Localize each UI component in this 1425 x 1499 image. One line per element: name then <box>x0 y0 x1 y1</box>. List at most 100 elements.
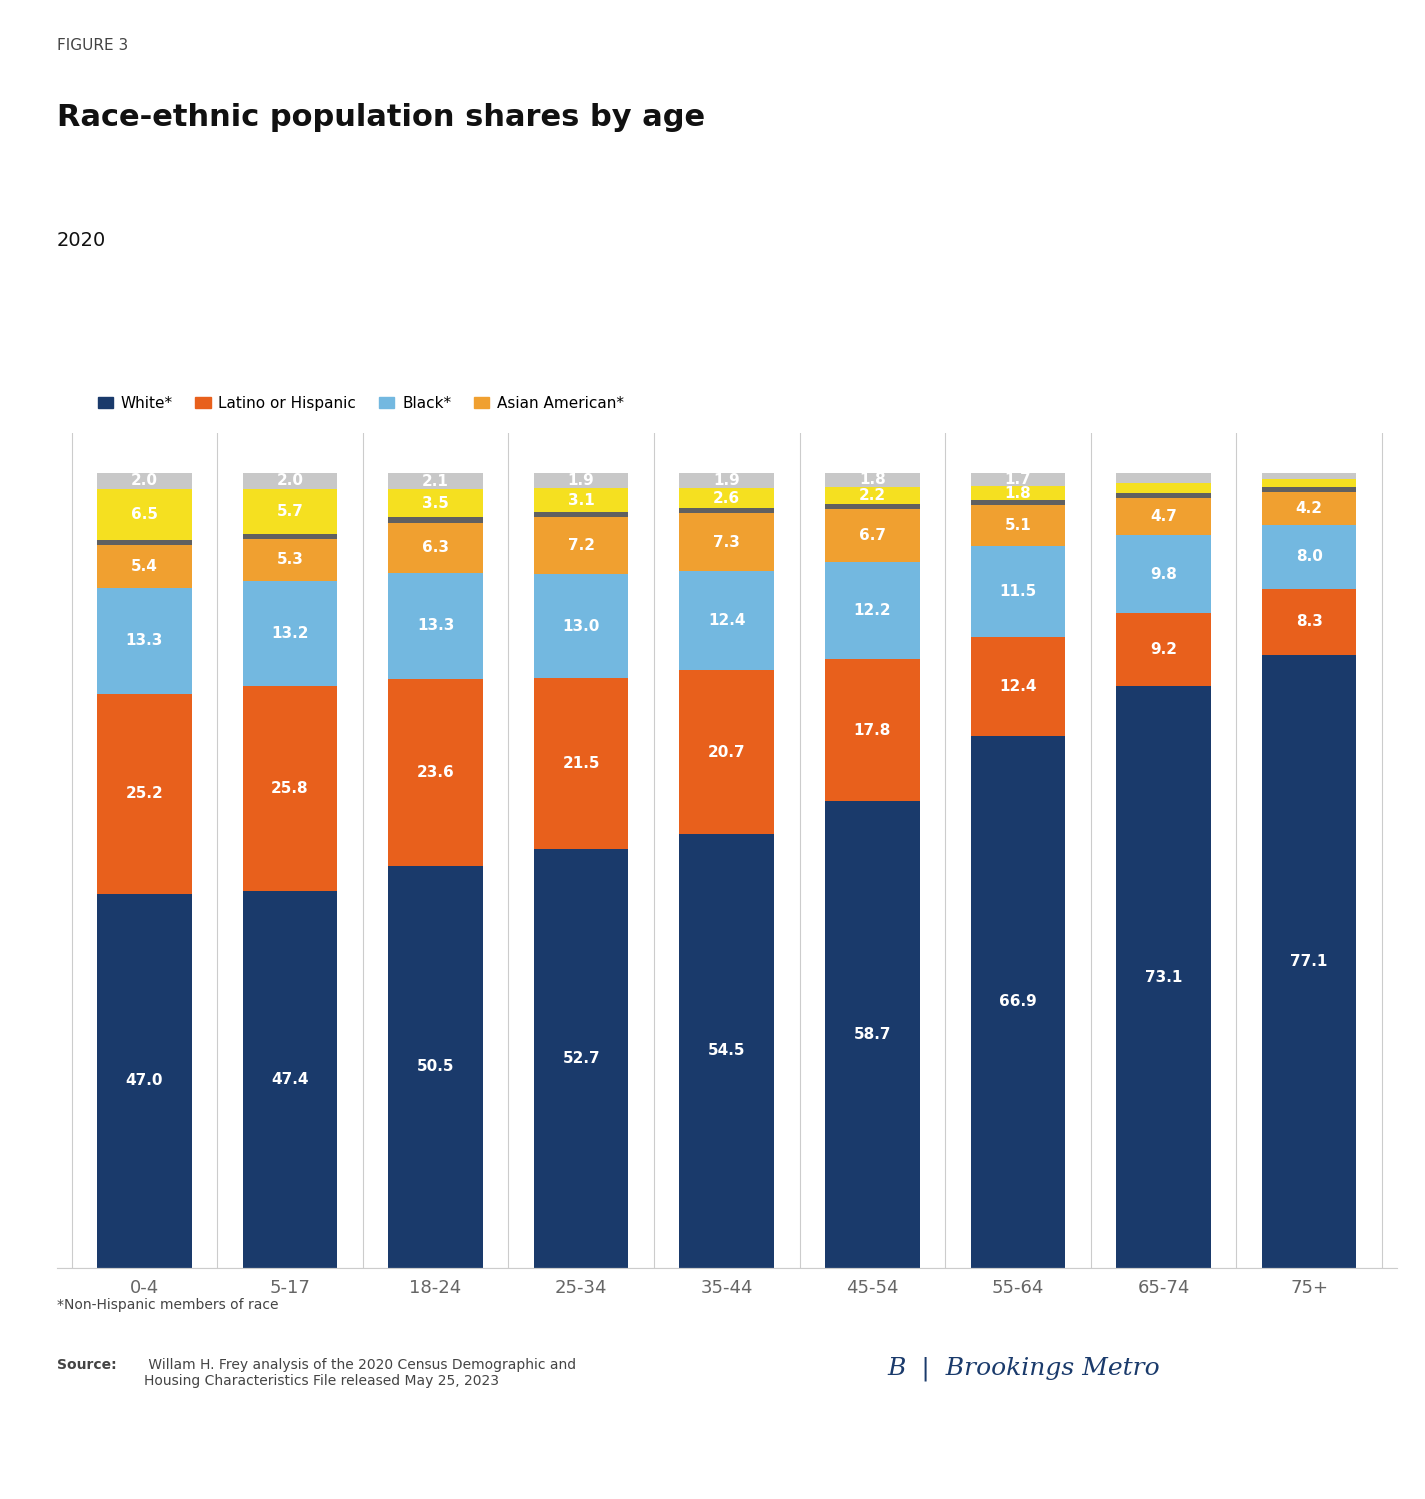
Bar <box>388 679 483 866</box>
Bar <box>970 546 1066 637</box>
Text: 13.3: 13.3 <box>418 618 455 633</box>
Bar <box>97 694 192 893</box>
Bar <box>825 562 919 660</box>
Text: 23.6: 23.6 <box>416 764 455 779</box>
Bar <box>1261 492 1357 525</box>
Text: 2.0: 2.0 <box>131 474 158 489</box>
Bar <box>1261 472 1357 480</box>
Bar <box>970 501 1066 505</box>
Bar <box>97 546 192 588</box>
Text: 13.3: 13.3 <box>125 633 162 648</box>
Text: 4.2: 4.2 <box>1295 501 1322 516</box>
Text: 13.0: 13.0 <box>563 619 600 634</box>
Bar <box>242 685 338 890</box>
Bar <box>1261 487 1357 492</box>
Bar <box>970 637 1066 736</box>
Bar <box>1116 498 1211 535</box>
Bar <box>534 517 628 574</box>
Bar <box>534 472 628 487</box>
Text: 6.7: 6.7 <box>859 528 886 543</box>
Bar <box>1116 493 1211 498</box>
Text: 2.1: 2.1 <box>422 474 449 489</box>
Text: 12.2: 12.2 <box>854 604 891 619</box>
Bar <box>242 472 338 489</box>
Text: 4.7: 4.7 <box>1150 510 1177 525</box>
Bar <box>1261 589 1357 655</box>
Bar <box>680 508 774 513</box>
Text: 52.7: 52.7 <box>563 1051 600 1066</box>
Text: 47.4: 47.4 <box>271 1072 309 1087</box>
Bar <box>534 848 628 1268</box>
Text: 2020: 2020 <box>57 231 107 250</box>
Bar <box>97 540 192 546</box>
Bar <box>388 866 483 1268</box>
Text: 8.0: 8.0 <box>1295 550 1322 565</box>
Bar <box>534 513 628 517</box>
Text: Source:: Source: <box>57 1358 117 1372</box>
Text: 9.2: 9.2 <box>1150 643 1177 658</box>
Bar <box>825 510 919 562</box>
Text: 20.7: 20.7 <box>708 745 745 760</box>
Bar <box>680 487 774 508</box>
Bar <box>1261 480 1357 487</box>
Bar <box>825 472 919 487</box>
Text: 1.9: 1.9 <box>714 472 740 487</box>
Text: 1.8: 1.8 <box>1005 486 1032 501</box>
Text: 3.5: 3.5 <box>422 496 449 511</box>
Bar <box>534 678 628 848</box>
Text: 2.0: 2.0 <box>276 474 304 489</box>
Text: FIGURE 3: FIGURE 3 <box>57 37 128 52</box>
Bar <box>1116 472 1211 483</box>
Bar <box>1261 655 1357 1268</box>
Bar <box>242 534 338 538</box>
Text: B  |  Brookings Metro: B | Brookings Metro <box>888 1357 1160 1381</box>
Bar <box>242 890 338 1268</box>
Bar <box>825 800 919 1268</box>
Bar <box>970 736 1066 1268</box>
Text: 2.6: 2.6 <box>712 490 741 505</box>
Bar <box>388 573 483 679</box>
Text: 12.4: 12.4 <box>999 679 1037 694</box>
Bar <box>970 472 1066 486</box>
Bar <box>970 505 1066 546</box>
Bar <box>97 588 192 694</box>
Text: 58.7: 58.7 <box>854 1027 891 1042</box>
Bar <box>970 486 1066 501</box>
Text: 6.3: 6.3 <box>422 540 449 555</box>
Text: 5.1: 5.1 <box>1005 519 1032 534</box>
Bar <box>1116 483 1211 493</box>
Text: 13.2: 13.2 <box>271 625 309 640</box>
Bar <box>388 523 483 573</box>
Bar <box>680 670 774 835</box>
Bar <box>97 489 192 540</box>
Text: 17.8: 17.8 <box>854 723 891 738</box>
Bar <box>825 505 919 510</box>
Bar <box>825 487 919 505</box>
Bar <box>534 487 628 513</box>
Bar <box>242 580 338 685</box>
Legend: American Indian and Alaska Native*, 2+Races*, Other *: American Indian and Alaska Native*, 2+Ra… <box>91 471 626 498</box>
Bar <box>388 517 483 523</box>
Text: Willam H. Frey analysis of the 2020 Census Demographic and
Housing Characteristi: Willam H. Frey analysis of the 2020 Cens… <box>144 1358 576 1388</box>
Bar <box>97 472 192 489</box>
Text: Race-ethnic population shares by age: Race-ethnic population shares by age <box>57 102 705 132</box>
Bar <box>1116 687 1211 1268</box>
Text: 7.2: 7.2 <box>567 538 594 553</box>
Text: 8.3: 8.3 <box>1295 615 1322 630</box>
Text: 5.7: 5.7 <box>276 504 304 519</box>
Text: 21.5: 21.5 <box>563 755 600 770</box>
Bar <box>680 472 774 487</box>
Bar <box>1116 613 1211 687</box>
Text: 5.4: 5.4 <box>131 559 158 574</box>
Text: 12.4: 12.4 <box>708 613 745 628</box>
Bar <box>388 489 483 517</box>
Bar <box>534 574 628 678</box>
Text: 25.2: 25.2 <box>125 787 164 802</box>
Bar <box>680 571 774 670</box>
Bar <box>680 513 774 571</box>
Text: 47.0: 47.0 <box>125 1073 162 1088</box>
Text: 73.1: 73.1 <box>1144 970 1183 985</box>
Bar <box>242 538 338 580</box>
Text: 25.8: 25.8 <box>271 781 309 796</box>
Text: 1.9: 1.9 <box>567 472 594 487</box>
